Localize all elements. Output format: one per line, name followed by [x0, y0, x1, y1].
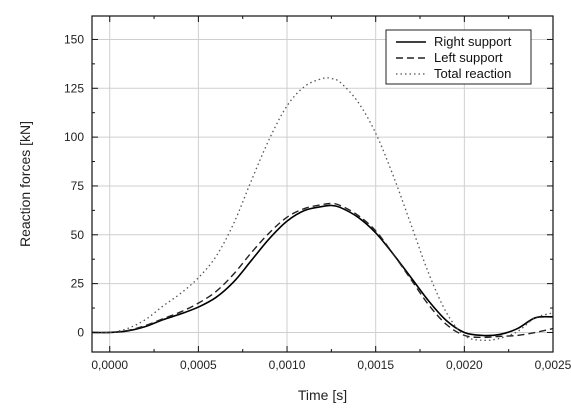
y-axis-label: Reaction forces [kN] — [17, 121, 33, 247]
plot-frame — [91, 15, 554, 353]
series-line-left-support — [92, 202, 553, 339]
x-tick-label: 0,0015 — [357, 358, 394, 372]
legend-label-total-reaction: Total reaction — [434, 66, 511, 81]
y-tick-label: 100 — [64, 130, 84, 144]
x-tick-label: 0,0020 — [446, 358, 483, 372]
axis-ticks: 0,0000 0,0005 0,0010 0,0015 0,0020 0,0025 0 25 5… — [64, 16, 571, 372]
y-tick-label: 25 — [71, 277, 85, 291]
legend-label-right-support: Right support — [434, 34, 512, 49]
series-line-total-reaction — [92, 77, 553, 342]
y-tick-label: 75 — [71, 179, 85, 193]
legend-label-left-support: Left support — [434, 50, 503, 65]
series-lines — [92, 77, 553, 342]
y-tick-label: 0 — [77, 325, 84, 339]
y-tick-label: 125 — [64, 81, 84, 95]
x-tick-label: 0,0025 — [535, 358, 571, 372]
x-axis-label: Time [s] — [298, 387, 347, 403]
y-tick-label: 150 — [64, 32, 84, 46]
legend-box — [385, 29, 532, 85]
series-line-right-support — [92, 204, 553, 337]
y-tick-label: 50 — [71, 228, 85, 242]
x-tick-label: 0,0000 — [91, 358, 128, 372]
x-tick-label: 0,0010 — [269, 358, 306, 372]
x-tick-label: 0,0005 — [180, 358, 217, 372]
